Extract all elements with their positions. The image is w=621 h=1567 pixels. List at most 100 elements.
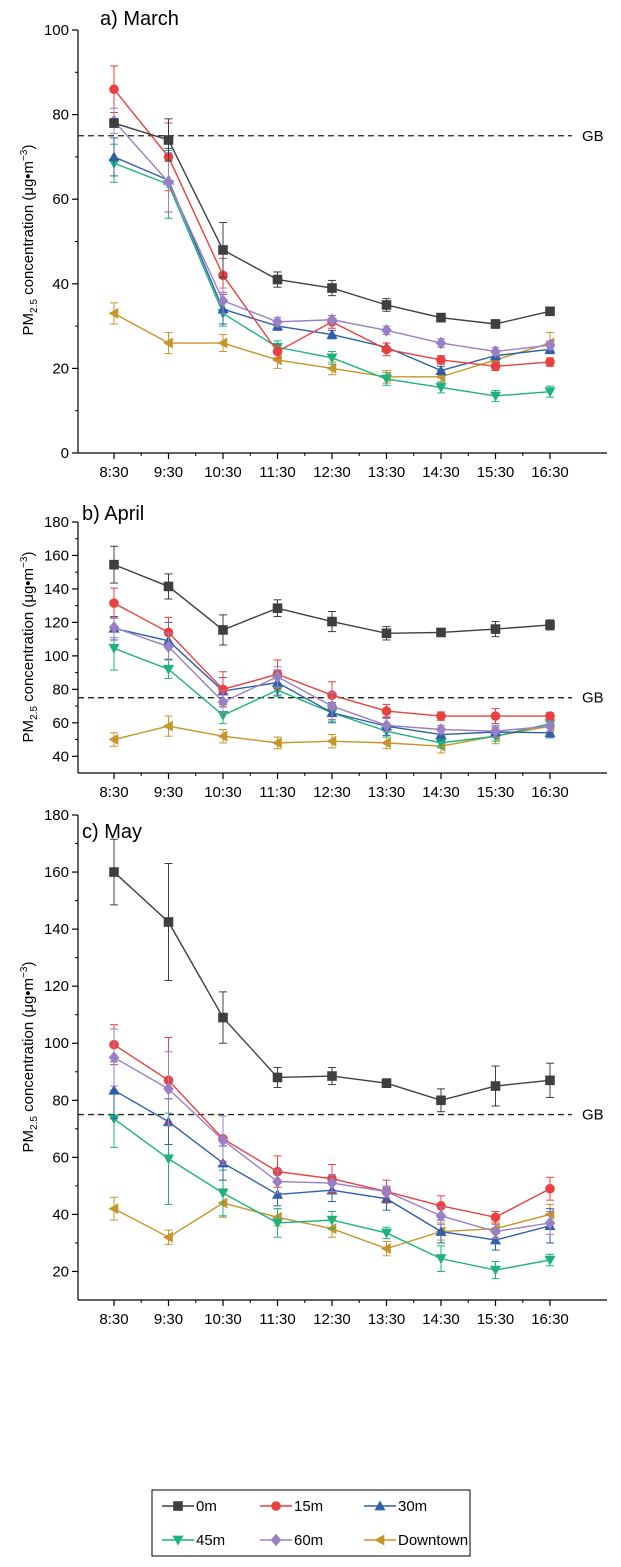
data-point: [545, 357, 555, 367]
data-point: [435, 1209, 447, 1223]
chart-title: a) March: [100, 8, 179, 30]
chart-panel-3: 20 40 60 80 100 120 140 160 180 8:30 9:30 10:30 11:3…: [19, 807, 607, 1328]
data-point: [326, 313, 338, 326]
legend-label: 15m: [294, 1498, 323, 1515]
y-tick-label: 140: [44, 921, 69, 938]
y-axis-label: PM2.5 concentration (μg•m−3): [19, 145, 40, 336]
data-point: [490, 361, 501, 372]
data-point: [545, 1183, 555, 1194]
x-tick-label: 16:30: [531, 464, 569, 481]
legend-marker: [270, 1533, 282, 1547]
data-point: [109, 598, 119, 608]
series-Downtown: [108, 302, 555, 384]
series-line: [113, 871, 551, 1102]
data-point: [272, 670, 283, 684]
y-tick-label: 60: [52, 191, 69, 208]
y-tick-label: 180: [44, 807, 69, 824]
data-point: [435, 738, 447, 749]
data-point: [272, 315, 283, 329]
series-60m: [108, 1028, 556, 1240]
data-point: [436, 627, 446, 638]
data-point: [326, 353, 338, 364]
y-tick-label: 60: [52, 1149, 69, 1166]
data-point: [544, 1216, 556, 1230]
data-point: [436, 1201, 446, 1211]
data-point: [545, 1075, 555, 1086]
data-point: [381, 1078, 392, 1088]
data-point: [381, 719, 392, 732]
data-point: [490, 345, 501, 358]
x-tick-label: 15:30: [477, 784, 515, 801]
y-tick-label: 160: [44, 547, 69, 564]
data-point: [108, 1203, 119, 1215]
data-point: [489, 391, 502, 402]
data-point: [327, 1071, 337, 1081]
legend-label: 30m: [398, 1498, 427, 1515]
series-0m: [109, 118, 555, 329]
x-tick-label: 14:30: [422, 464, 460, 481]
data-point: [217, 695, 229, 709]
data-point: [272, 1072, 283, 1083]
x-tick-label: 13:30: [368, 464, 406, 481]
data-point: [435, 336, 447, 350]
data-point: [326, 329, 338, 339]
x-tick-label: 12:30: [313, 1311, 351, 1328]
x-tick-label: 15:30: [477, 1311, 515, 1328]
reference-line-label: GB: [582, 690, 604, 707]
data-point: [272, 274, 283, 285]
data-point: [218, 1012, 228, 1023]
data-point: [217, 730, 228, 742]
data-point: [218, 684, 228, 695]
data-point: [380, 1243, 391, 1255]
x-tick-label: 8:30: [99, 464, 128, 481]
data-point: [108, 644, 120, 654]
legend-label: 45m: [196, 1532, 225, 1549]
y-axis-label: PM2.5 concentration (μg•m−3): [19, 962, 40, 1153]
legend-marker: [374, 1534, 385, 1546]
data-point: [108, 307, 119, 319]
data-point: [163, 627, 174, 638]
legend-marker: [374, 1500, 386, 1511]
data-point: [327, 283, 337, 293]
data-point: [163, 581, 174, 592]
data-point: [109, 867, 119, 877]
data-point: [218, 625, 228, 635]
data-point: [163, 1082, 174, 1096]
data-point: [272, 1175, 283, 1188]
x-tick-label: 10:30: [204, 784, 242, 801]
data-point: [109, 84, 119, 95]
y-tick-label: 80: [52, 1092, 69, 1109]
data-point: [217, 1197, 228, 1209]
x-tick-label: 11:30: [259, 1311, 295, 1328]
data-point: [490, 1081, 501, 1091]
data-point: [108, 621, 120, 634]
data-point: [326, 699, 338, 713]
data-point: [381, 324, 392, 337]
x-tick-label: 12:30: [313, 784, 351, 801]
legend-marker: [271, 1501, 281, 1511]
y-tick-label: 80: [52, 107, 69, 124]
x-tick-label: 11:30: [259, 464, 295, 481]
data-point: [380, 374, 393, 385]
series-60m: [108, 107, 556, 358]
x-tick-label: 9:30: [154, 784, 183, 801]
data-point: [544, 719, 556, 733]
data-point: [217, 337, 228, 349]
data-point: [490, 1212, 501, 1223]
data-point: [108, 734, 119, 746]
x-tick-label: 13:30: [368, 1311, 406, 1328]
chart-title: b) April: [82, 503, 144, 525]
data-point: [489, 1234, 502, 1245]
reference-line-label: GB: [582, 128, 604, 145]
x-tick-label: 9:30: [154, 464, 183, 481]
data-point: [271, 354, 282, 366]
data-point: [545, 620, 555, 630]
x-tick-label: 8:30: [99, 784, 128, 801]
data-point: [163, 917, 174, 927]
data-point: [381, 344, 392, 355]
x-tick-label: 12:30: [313, 464, 351, 481]
y-tick-label: 100: [44, 22, 69, 39]
series-0m: [109, 838, 555, 1113]
data-point: [436, 355, 446, 365]
data-point: [435, 383, 447, 393]
